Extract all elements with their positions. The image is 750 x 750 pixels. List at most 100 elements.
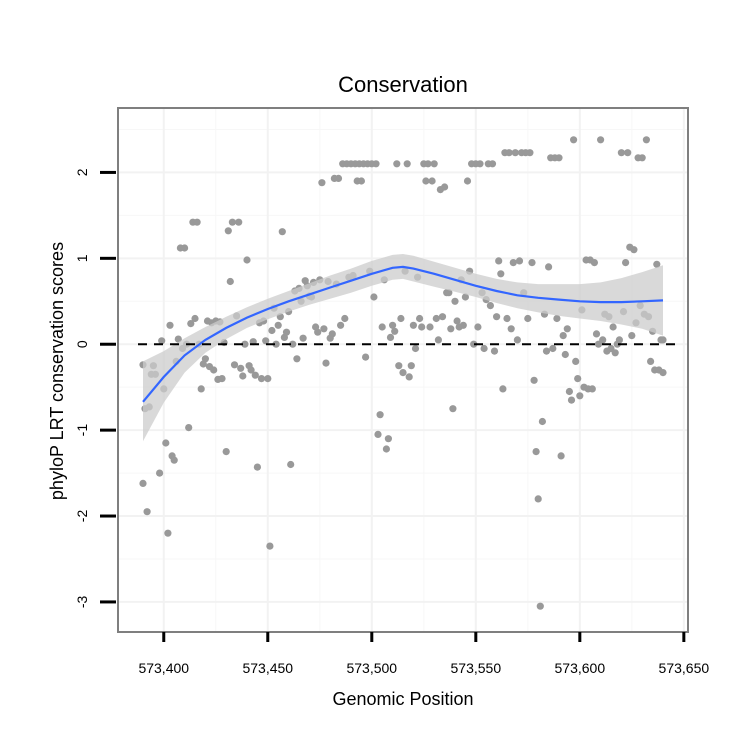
data-point [239,372,247,380]
data-point [642,136,651,144]
data-point [322,359,330,367]
data-point [488,160,497,168]
data-point [474,323,482,331]
data-point [659,336,667,344]
data-point [376,411,384,419]
data-point [407,362,415,370]
x-axis-title: Genomic Position [332,689,473,709]
data-point [272,340,280,348]
data-point [293,355,301,363]
y-tick-label: 0 [74,340,90,348]
data-point [386,333,395,341]
confidence-ribbon [143,254,663,442]
data-point [426,323,434,331]
data-point [428,177,436,185]
data-point [628,332,636,340]
data-point [624,149,632,157]
data-point [166,321,174,329]
data-point [162,439,170,447]
data-point [461,293,469,301]
data-point [507,325,515,333]
data-point [515,257,524,265]
y-tick-label: -3 [74,595,90,608]
data-point [513,336,522,344]
data-point [299,334,307,342]
x-tick-label: 573,400 [138,660,189,676]
data-point [222,448,230,456]
data-point [399,369,407,377]
data-point [262,337,270,345]
y-tick-label: 1 [74,254,90,262]
data-point [430,160,438,168]
data-point [459,321,467,329]
data-point [218,375,226,383]
data-point [565,387,574,396]
data-point [659,369,667,377]
data-point [372,160,380,168]
data-point [653,260,661,268]
data-point [185,424,193,432]
data-point [538,417,547,426]
data-point [505,149,513,157]
data-point [403,160,411,168]
y-tick-label: 2 [74,168,90,176]
data-point [266,542,274,550]
data-point [432,314,440,323]
data-point [638,154,646,162]
data-point [528,259,536,267]
data-point [588,385,596,393]
data-point [264,375,272,383]
y-tick-label: -2 [74,510,90,523]
data-point [449,405,457,413]
data-point [170,456,178,464]
data-point [563,325,571,333]
data-point [378,323,386,331]
data-point [156,469,164,477]
data-point [559,332,567,340]
data-point [622,259,630,267]
data-point [570,136,578,144]
data-point [228,218,236,226]
data-point [611,349,619,357]
data-point [139,479,147,487]
data-point [253,463,261,471]
data-point [545,263,553,271]
data-point [241,340,249,348]
data-point [278,228,286,236]
chart-title: Conservation [338,72,468,97]
data-point [445,289,453,297]
data-point [509,259,517,267]
data-point [447,325,455,333]
data-point [411,344,420,353]
data-point [530,376,538,384]
data-point [237,364,245,372]
data-point [389,321,397,329]
y-axis-title: phyloP LRT conservation scores [47,242,67,500]
data-point [555,154,563,162]
data-point [441,183,449,191]
data-point [391,327,399,335]
data-point [526,149,534,157]
x-tick-label: 573,500 [346,660,397,676]
x-tick-label: 573,650 [659,660,710,676]
data-point [384,435,392,443]
data-point [224,227,232,235]
data-point [405,373,413,381]
data-point [511,149,519,157]
data-point [382,445,390,453]
data-point [274,321,282,329]
data-point [497,270,505,278]
data-point [534,495,542,503]
data-point [476,160,484,168]
data-point [438,313,447,321]
data-point [226,277,234,286]
data-point [553,314,561,323]
data-point [647,357,655,365]
data-point [174,335,182,343]
data-point [418,323,426,331]
data-point [357,177,365,185]
data-point [503,314,511,323]
data-point [289,340,297,348]
data-point [314,328,322,336]
data-point [247,366,255,374]
